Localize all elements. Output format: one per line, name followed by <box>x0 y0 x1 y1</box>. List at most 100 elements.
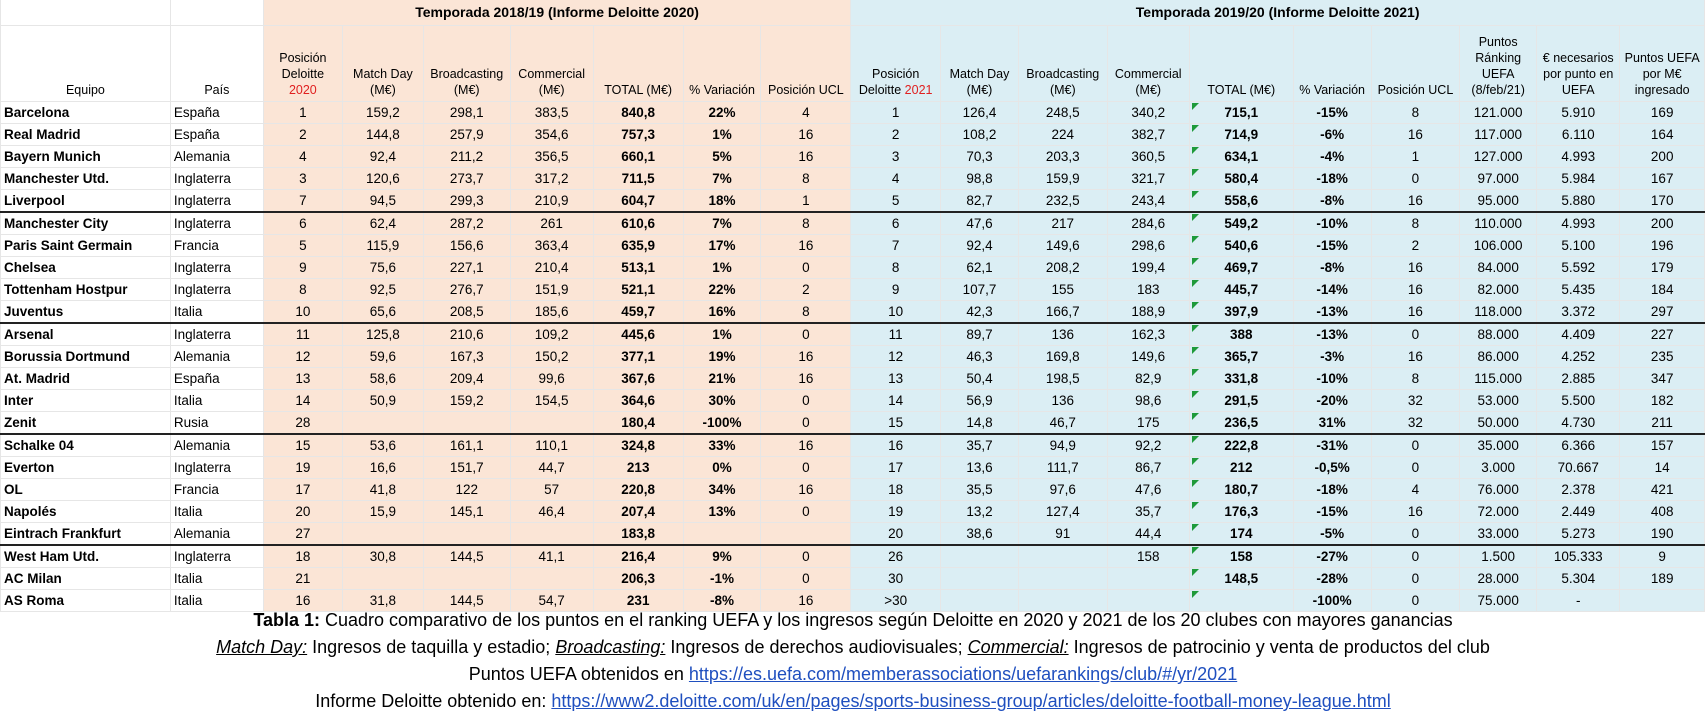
cell-ppm: 9 <box>1619 544 1705 568</box>
cell-pa: 8 <box>262 278 343 301</box>
cell-pa: 18 <box>262 544 343 568</box>
header-uefa-points: Puntos Ránking UEFA (8/feb/21) <box>1459 25 1538 102</box>
caption-line-1: Tabla 1: Cuadro comparativo de los punto… <box>253 610 1453 630</box>
cell-pts: 72.000 <box>1459 500 1538 523</box>
cell-br-a: 298,1 <box>422 101 511 124</box>
cell-pa: 20 <box>262 500 343 523</box>
header-points-per-meur: Puntos UEFA por M€ ingresado <box>1619 25 1705 102</box>
cell-br-a: 299,3 <box>422 189 511 213</box>
cell-tot-b: 397,9 <box>1188 300 1294 324</box>
cell-ppm: 408 <box>1619 500 1705 523</box>
cell-ucl-b: 0 <box>1370 567 1461 590</box>
cell-br-a: 227,1 <box>422 256 511 279</box>
cell-co-a: 185,6 <box>509 300 594 324</box>
cell-md-a: 41,8 <box>341 478 424 501</box>
cell-ppm: 211 <box>1619 411 1705 435</box>
cell-co-b: 162,3 <box>1106 322 1190 346</box>
cell-var-b: -13% <box>1292 300 1372 324</box>
cell-ucl-a: 0 <box>760 411 852 435</box>
cell-co-b: 360,5 <box>1106 145 1190 168</box>
cell-pa: 28 <box>262 411 343 435</box>
cell-co-b: 82,9 <box>1106 367 1190 390</box>
cell-tot-a: 377,1 <box>592 345 684 368</box>
cell-country: Inglaterra <box>169 456 264 479</box>
cell-co-b: 158 <box>1106 544 1190 568</box>
cell-var-a: 9% <box>682 544 762 568</box>
cell-md-b: 62,1 <box>940 256 1019 279</box>
cell-var-b: -3% <box>1292 345 1372 368</box>
cell-epp: 6.366 <box>1536 433 1621 457</box>
cell-tot-a: 660,1 <box>592 145 684 168</box>
cell-var-a: 21% <box>682 367 762 390</box>
cell-team: Napolés <box>0 500 171 523</box>
cell-co-a: 54,7 <box>509 589 594 612</box>
deloitte-report-link[interactable]: https://www2.deloitte.com/uk/en/pages/sp… <box>551 691 1391 711</box>
uefa-rankings-link[interactable]: https://es.uefa.com/memberassociations/u… <box>688 664 1238 684</box>
cell-var-a: 30% <box>682 389 762 412</box>
cell-country: Inglaterra <box>169 167 264 190</box>
cell-br-a: 276,7 <box>422 278 511 301</box>
cell-ucl-b: 2 <box>1370 234 1461 257</box>
cell-br-b: 91 <box>1017 522 1108 546</box>
table-row: Barcelona España 1 159,2 298,1 383,5 840,8 22% 4… <box>0 101 1705 124</box>
table-row: At. Madrid España 13 58,6 209,4 99,6 367,6 21% 1… <box>0 367 1705 390</box>
table-row: Schalke 04 Alemania 15 53,6 161,1 110,1 324,8 3… <box>0 433 1705 457</box>
cell-epp: 5.910 <box>1536 101 1621 124</box>
cell-var-a: 0% <box>682 456 762 479</box>
header-eur-per-point: € necesarios por punto en UEFA <box>1536 25 1621 102</box>
cell-md-b: 98,8 <box>940 167 1019 190</box>
table-row: Bayern Munich Alemania 4 92,4 211,2 356,5 660,… <box>0 145 1705 168</box>
cell-country: Alemania <box>169 522 264 546</box>
cell-team: Liverpool <box>0 189 171 213</box>
cell-ucl-a: 16 <box>760 478 852 501</box>
cell-co-b: 382,7 <box>1106 123 1190 146</box>
cell-pb: 5 <box>850 189 942 213</box>
cell-md-a: 15,9 <box>341 500 424 523</box>
cell-var-b: -6% <box>1292 123 1372 146</box>
cell-country: Rusia <box>169 411 264 435</box>
cell-ucl-b: 16 <box>1370 278 1461 301</box>
caption-line-4: Informe Deloitte obtenido en: https://ww… <box>315 691 1391 711</box>
cell-md-a: 159,2 <box>341 101 424 124</box>
cell-var-b: -10% <box>1292 211 1372 235</box>
table-row: OL Francia 17 41,8 122 57 220,8 34% 16 18 35,5 97,6… <box>0 478 1705 501</box>
cell-co-b: 35,7 <box>1106 500 1190 523</box>
cell-tot-b: 580,4 <box>1188 167 1294 190</box>
cell-pts: 50.000 <box>1459 411 1538 435</box>
table-row: Eintrach Frankfurt Alemania 27 183,8 20 38,6 9… <box>0 522 1705 546</box>
table-row: AC Milan Italia 21 206,3 -1% 0 30 148,5 -28% 0 28.… <box>0 567 1705 590</box>
cell-pts: 75.000 <box>1459 589 1538 612</box>
cell-md-b: 38,6 <box>940 522 1019 546</box>
table-caption: Tabla 1: Cuadro comparativo de los punto… <box>0 607 1706 715</box>
cell-epp: 4.993 <box>1536 211 1621 235</box>
cell-co-a: 57 <box>509 478 594 501</box>
cell-pts: 110.000 <box>1459 211 1538 235</box>
cell-tot-a: 635,9 <box>592 234 684 257</box>
cell-ucl-b: 0 <box>1370 433 1461 457</box>
cell-var-b: -18% <box>1292 478 1372 501</box>
table-row: Paris Saint Germain Francia 5 115,9 156,6 363… <box>0 234 1705 257</box>
cell-var-b: -8% <box>1292 189 1372 213</box>
cell-md-b: 92,4 <box>940 234 1019 257</box>
cell-br-b: 127,4 <box>1017 500 1108 523</box>
cell-pts: 97.000 <box>1459 167 1538 190</box>
cell-tot-b: 158 <box>1188 544 1294 568</box>
cell-epp: 5.500 <box>1536 389 1621 412</box>
cell-co-a: 110,1 <box>509 433 594 457</box>
cell-epp: 5.304 <box>1536 567 1621 590</box>
header-commercial-a: Commercial (M€) <box>509 25 594 102</box>
cell-br-b: 203,3 <box>1017 145 1108 168</box>
cell-ppm: 347 <box>1619 367 1705 390</box>
cell-ucl-a: 0 <box>760 567 852 590</box>
cell-ucl-a: 16 <box>760 589 852 612</box>
cell-ucl-b: 0 <box>1370 456 1461 479</box>
cell-pb: 18 <box>850 478 942 501</box>
cell-pts: 88.000 <box>1459 322 1538 346</box>
cell-co-a: 210,4 <box>509 256 594 279</box>
cell-tot-a: 459,7 <box>592 300 684 324</box>
cell-tot-b: 540,6 <box>1188 234 1294 257</box>
cell-pb: 26 <box>850 544 942 568</box>
cell-ppm: 235 <box>1619 345 1705 368</box>
cell-pb: 1 <box>850 101 942 124</box>
cell-pts: 1.500 <box>1459 544 1538 568</box>
